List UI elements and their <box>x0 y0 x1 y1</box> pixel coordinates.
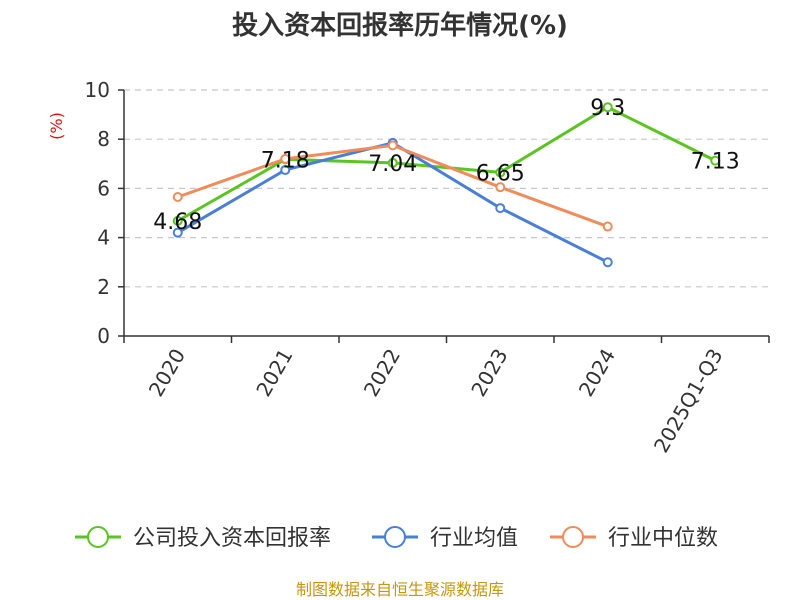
x-tick-label-2022: 2022 <box>359 345 405 401</box>
series-lines <box>172 102 721 268</box>
series-line-0 <box>177 105 716 223</box>
x-tick-label-2023: 2023 <box>466 345 512 401</box>
series-1-point-2024 <box>602 257 613 268</box>
chart-title: 投入资本回报率历年情况(%) <box>232 10 568 41</box>
series-0-point-2024 <box>602 102 613 113</box>
legend-marker-2 <box>562 526 584 548</box>
legend-label-2: 行业中位数 <box>608 526 718 551</box>
series-2-point-2023 <box>495 182 506 193</box>
series-0-point-2025Q1-Q3 <box>710 155 721 166</box>
x-tick-label-2024: 2024 <box>574 345 620 401</box>
legend-label-0: 公司投入资本回报率 <box>133 526 331 551</box>
data-label-2021: 7.18 <box>261 148 310 173</box>
gridlines <box>124 89 769 288</box>
data-label-2023: 6.65 <box>476 161 525 186</box>
data-label-2025Q1-Q3: 7.13 <box>691 150 740 175</box>
series-2-point-2020 <box>172 192 183 203</box>
series-2-point-2021 <box>280 153 291 164</box>
legend-marker-1 <box>384 526 406 548</box>
series-0-point-2020 <box>172 215 183 226</box>
x-tick-label-2020: 2020 <box>144 345 190 401</box>
series-2-point-2024 <box>602 221 613 232</box>
series-1-point-2020 <box>172 227 183 238</box>
series-0-point-2023 <box>495 167 506 178</box>
legend-label-1: 行业均值 <box>430 526 518 551</box>
series-1-point-2021 <box>280 164 291 175</box>
x-tick-label-2021: 2021 <box>251 345 297 401</box>
y-tick-label-4: 4 <box>97 226 110 250</box>
x-tick-label-2025Q1-Q3: 2025Q1-Q3 <box>649 345 728 457</box>
data-label-2020: 4.68 <box>153 210 202 235</box>
series-2-point-2022 <box>387 140 398 151</box>
y-tick-label-6: 6 <box>97 176 110 200</box>
y-tick-label-8: 8 <box>97 127 110 151</box>
y-tick-label-10: 10 <box>85 78 110 102</box>
series-0-point-2022 <box>387 157 398 168</box>
series-1-point-2023 <box>495 203 506 214</box>
y-axis-label: (%) <box>47 112 66 140</box>
legend: 公司投入资本回报率 行业均值 行业中位数 <box>75 526 718 551</box>
y-tick-label-2: 2 <box>97 275 110 299</box>
y-tick-label-0: 0 <box>97 324 110 348</box>
source-note: 制图数据来自恒生聚源数据库 <box>296 580 504 599</box>
data-labels: 4.68 7.18 7.04 6.65 9.3 7.13 <box>153 96 739 235</box>
legend-marker-0 <box>87 526 109 548</box>
data-label-2024: 9.3 <box>590 96 625 121</box>
data-label-2022: 7.04 <box>368 152 417 177</box>
